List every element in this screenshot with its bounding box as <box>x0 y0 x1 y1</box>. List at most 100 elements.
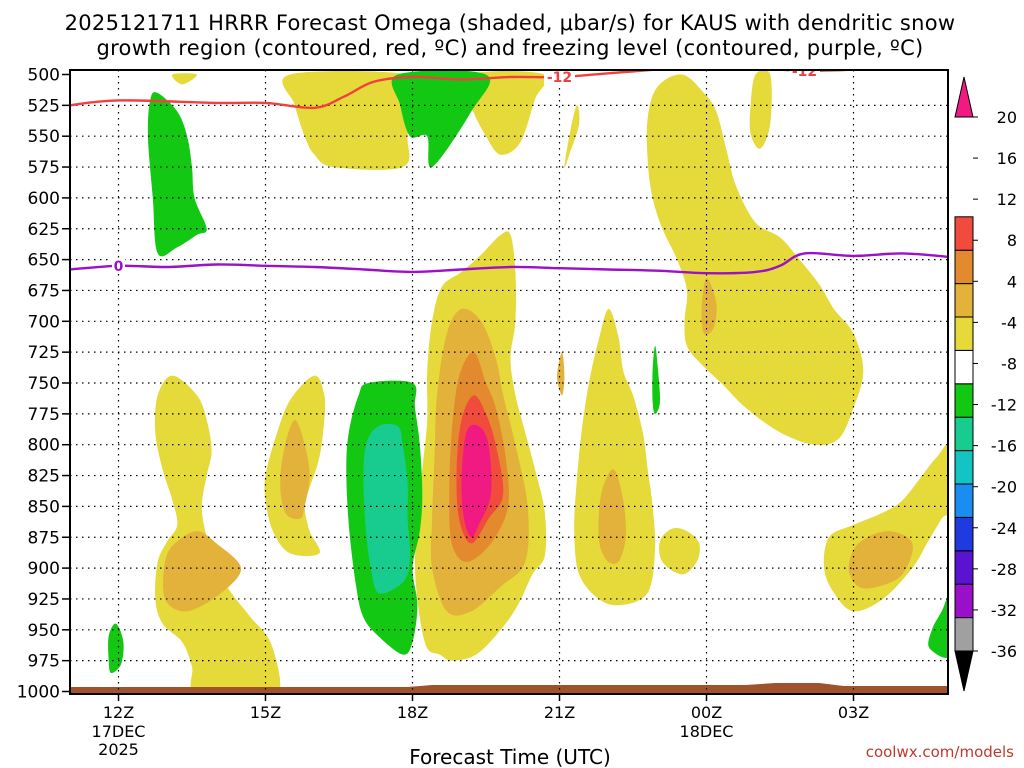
y-tick-label: 875 <box>28 528 60 548</box>
chart-title-line2: growth region (contoured, red, ºC) and f… <box>96 36 923 60</box>
y-tick-label: 550 <box>28 127 60 147</box>
colorbar-label: -16 <box>991 437 1017 456</box>
omega-region <box>574 308 656 606</box>
x-tick-date-label: 18DEC <box>680 722 734 741</box>
y-tick-label: 750 <box>28 374 60 394</box>
y-tick-label: 600 <box>28 189 60 209</box>
omega-region <box>652 345 661 414</box>
colorbar-label: 12 <box>997 190 1017 209</box>
contour-label: 0 <box>114 259 124 275</box>
contour-label-bg <box>112 257 125 274</box>
y-tick-label: 725 <box>28 343 60 363</box>
omega-region <box>282 71 418 170</box>
y-tick-label: 825 <box>28 467 60 487</box>
x-tick-label: 15Z <box>250 703 281 722</box>
colorbar-label: 4 <box>1007 272 1017 291</box>
x-axis-title: Forecast Time (UTC) <box>409 745 611 768</box>
omega-region <box>147 92 207 257</box>
chart-title-line1: 2025121711 HRRR Forecast Omega (shaded, … <box>65 11 956 35</box>
grid-lines <box>70 70 948 694</box>
y-tick-label: 500 <box>28 66 60 86</box>
y-tick-label: 950 <box>28 621 60 641</box>
y-tick-label: 850 <box>28 497 60 517</box>
x-tick-label: 03Z <box>838 703 869 722</box>
colorbar-segment <box>954 550 974 585</box>
y-tick-label: 1000 <box>17 683 60 703</box>
colorbar-segment <box>954 316 974 351</box>
colorbar-segment <box>954 416 974 452</box>
colorbar-top-arrow <box>954 76 974 118</box>
omega-region <box>659 527 700 575</box>
y-tick-label: 925 <box>28 590 60 610</box>
ground-fill <box>70 683 948 694</box>
y-tick-label: 775 <box>28 405 60 425</box>
omega-region <box>749 70 772 149</box>
x-tick-label: 21Z <box>544 703 575 722</box>
omega-region <box>171 73 198 85</box>
y-tick-label: 575 <box>28 158 60 178</box>
colorbar-segment <box>954 450 974 485</box>
omega-region <box>162 531 242 612</box>
y-tick-label: 525 <box>28 96 60 116</box>
contour-lines: -12 -12 0 <box>70 64 948 275</box>
freezing-level-line <box>70 251 948 275</box>
colorbar-label: -20 <box>991 478 1017 497</box>
colorbar-label: -8 <box>1001 354 1017 373</box>
colorbar-label: -28 <box>991 560 1017 579</box>
omega-region <box>557 352 565 396</box>
colorbar-segment <box>954 349 974 385</box>
x-tick-label: 18Z <box>397 703 428 722</box>
contour-label: -12 <box>792 64 817 80</box>
x-tick-label: 12Z <box>103 703 134 722</box>
omega-region <box>461 424 492 538</box>
y-tick-label: 900 <box>28 559 60 579</box>
omega-region <box>280 420 310 520</box>
colorbar-segment <box>954 216 974 251</box>
y-axis: 500 525 550 575 600 625 650 675 700 725 750 775 800 8… <box>17 66 70 703</box>
colorbar-segment <box>954 249 974 285</box>
y-tick-label: 800 <box>28 436 60 456</box>
omega-region <box>564 105 580 168</box>
y-tick-label: 675 <box>28 281 60 301</box>
colorbar-segment <box>954 383 974 418</box>
contour-label-bg <box>789 70 820 79</box>
colorbar-label: -24 <box>991 519 1017 538</box>
contour-label-bg <box>544 70 575 85</box>
omega-region <box>848 531 913 589</box>
plot-frame <box>69 69 949 695</box>
omega-region <box>598 469 626 564</box>
colorbar-label: -36 <box>991 642 1017 661</box>
omega-region <box>154 375 281 694</box>
omega-region <box>928 595 948 658</box>
omega-region <box>465 71 549 155</box>
colorbar-segment <box>954 483 974 518</box>
colorbar-segment <box>954 516 974 552</box>
colorbar-segment <box>954 583 974 619</box>
colorbar-segment <box>954 283 974 318</box>
y-tick-label: 650 <box>28 251 60 271</box>
colorbar-bottom-arrow <box>954 650 974 692</box>
colorbar-label: -4 <box>1001 313 1017 332</box>
omega-region <box>108 623 124 674</box>
y-tick-label: 625 <box>28 220 60 240</box>
ground-surface <box>70 683 948 694</box>
x-tick-year-label: 2025 <box>98 740 139 759</box>
y-tick-label: 700 <box>28 312 60 332</box>
omega-colorbar: 20 16 12 8 4 -4 -8 -12 -16 -20 -24 -28 -32 -36 <box>954 76 1017 692</box>
omega-region <box>391 70 491 168</box>
x-tick-label: 00Z <box>691 703 722 722</box>
colorbar-label: 16 <box>997 149 1017 168</box>
contour-label: -12 <box>547 70 572 86</box>
credit-text: coolwx.com/models <box>866 743 1014 761</box>
omega-region <box>363 423 410 594</box>
y-tick-label: 975 <box>28 652 60 672</box>
colorbar-label: -12 <box>991 396 1017 415</box>
colorbar-label: 20 <box>997 108 1017 127</box>
colorbar-segment <box>954 617 974 652</box>
colorbar-label: -32 <box>991 601 1017 620</box>
omega-region <box>701 278 717 335</box>
colorbar-label: 8 <box>1007 231 1017 250</box>
x-tick-date-label: 17DEC <box>92 722 146 741</box>
